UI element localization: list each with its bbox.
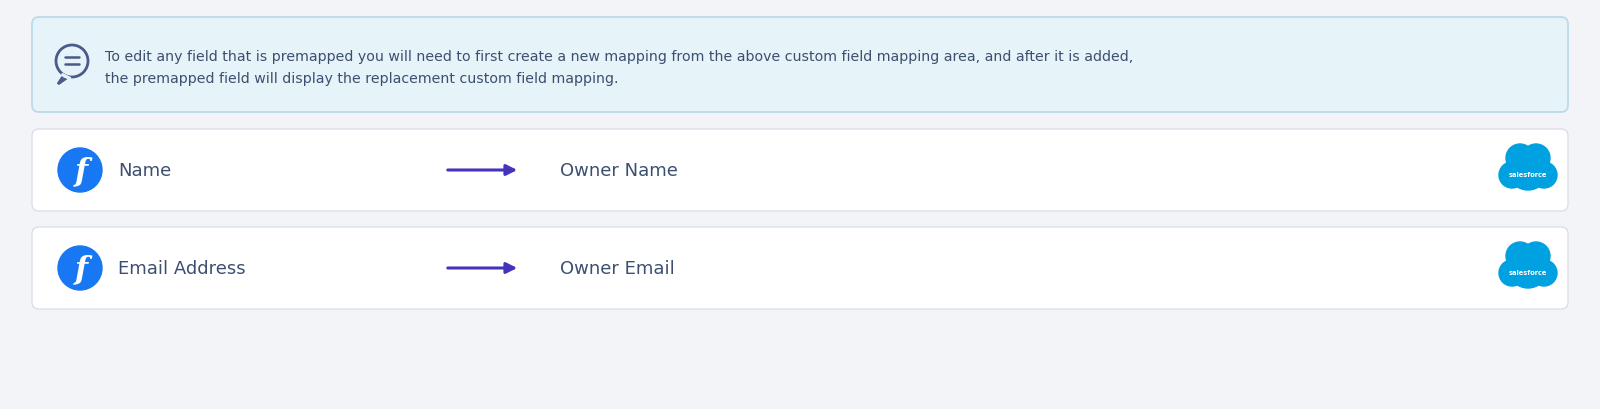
FancyBboxPatch shape bbox=[32, 130, 1568, 211]
Circle shape bbox=[1507, 248, 1549, 288]
Text: the premapped field will display the replacement custom field mapping.: the premapped field will display the rep… bbox=[106, 72, 619, 86]
Text: f: f bbox=[75, 156, 88, 187]
Circle shape bbox=[1522, 145, 1550, 173]
FancyBboxPatch shape bbox=[32, 227, 1568, 309]
Circle shape bbox=[1499, 163, 1525, 189]
Circle shape bbox=[1531, 261, 1557, 286]
Polygon shape bbox=[58, 76, 67, 85]
Text: salesforce: salesforce bbox=[1509, 270, 1547, 275]
Circle shape bbox=[58, 246, 102, 290]
Circle shape bbox=[1506, 145, 1534, 173]
Text: Owner Name: Owner Name bbox=[560, 162, 678, 180]
Text: Owner Email: Owner Email bbox=[560, 259, 675, 277]
Text: f: f bbox=[75, 254, 88, 285]
Circle shape bbox=[1506, 243, 1534, 270]
FancyBboxPatch shape bbox=[32, 18, 1568, 113]
Circle shape bbox=[1522, 243, 1550, 270]
Text: To edit any field that is premapped you will need to first create a new mapping : To edit any field that is premapped you … bbox=[106, 50, 1133, 64]
Circle shape bbox=[1507, 151, 1549, 191]
Circle shape bbox=[58, 148, 102, 193]
Circle shape bbox=[1499, 261, 1525, 286]
Text: Email Address: Email Address bbox=[118, 259, 246, 277]
Text: salesforce: salesforce bbox=[1509, 172, 1547, 178]
Circle shape bbox=[1531, 163, 1557, 189]
Text: Name: Name bbox=[118, 162, 171, 180]
